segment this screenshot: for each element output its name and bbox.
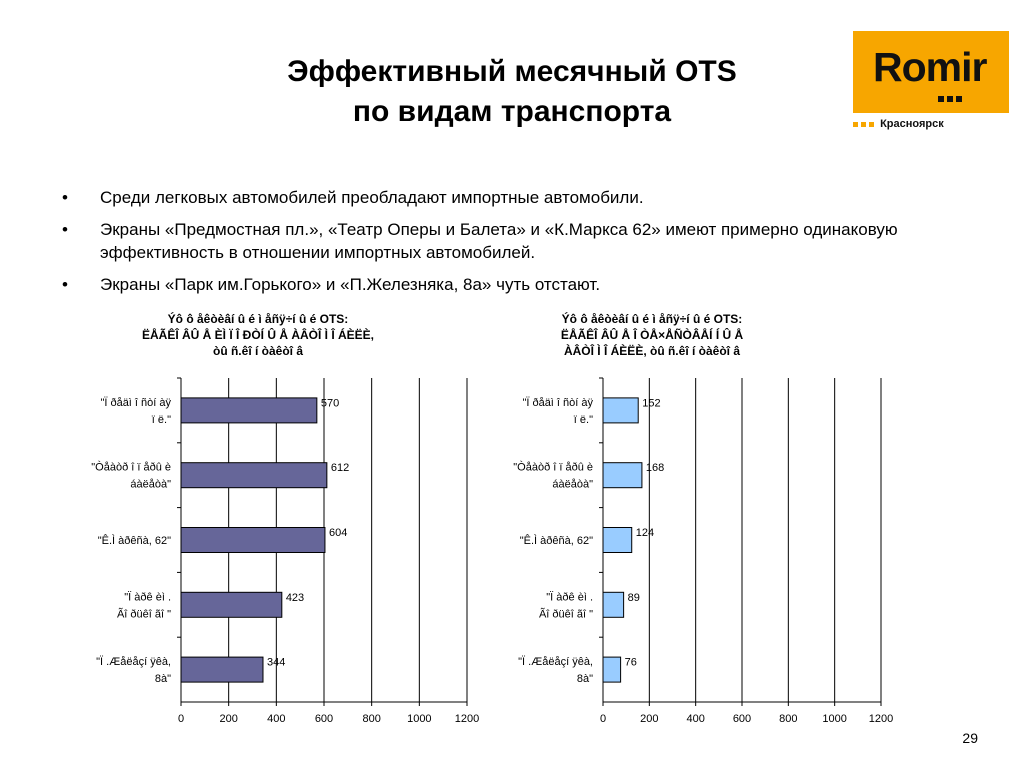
chart2-bar (602, 591, 625, 618)
chart1-x-tick-label: 600 (315, 713, 333, 725)
chart2-value-label: 152 (642, 397, 660, 409)
chart2-category-label: "Òåàòð î ï åðû è (513, 461, 593, 474)
chart1-value-label: 604 (329, 527, 347, 539)
bullet-item: • Среди легковых автомобилей преобладают… (62, 186, 962, 209)
chart1-value-label: 344 (267, 657, 285, 669)
bullet-list: • Среди легковых автомобилей преобладают… (62, 186, 962, 305)
chart2-value-label: 124 (636, 527, 654, 539)
chart1-category-label: 8à" (155, 673, 171, 685)
chart2-x-tick-label: 1200 (869, 713, 893, 725)
chart2-x-tick-label: 800 (779, 713, 797, 725)
chart1-category-label: "Òåàòð î ï åðû è (91, 461, 171, 474)
bullet-text: Экраны «Предмостная пл.», «Театр Оперы и… (100, 220, 898, 262)
chart1-title-line: Ýô ô åêòèâí û é ì åñÿ÷í û é OTS: (168, 311, 349, 326)
bullet-marker: • (62, 220, 68, 239)
bullet-marker: • (62, 275, 68, 294)
chart1-category-label: "Ï .Æåëåçí ÿêà, (96, 656, 171, 668)
chart1-bar (180, 462, 328, 489)
chart2-value-label: 168 (646, 462, 664, 474)
chart2-category-label: Ãî ðüêî ãî " (539, 607, 593, 620)
chart2-x-tick-label: 0 (600, 713, 606, 725)
slide-title-line1: Эффективный месячный OTS (287, 55, 737, 88)
chart2-x-tick-label: 400 (686, 713, 704, 725)
chart2-title-line: ËÅÃÊÎ ÂÛ Å Î ÒÅ×ÅÑÒÂÅÍ Í Û Å (561, 327, 744, 342)
chart2-bar (602, 656, 622, 683)
chart2-x-tick-label: 600 (733, 713, 751, 725)
chart2-category-label: "Ï ðåäì î ñòí àÿ (522, 397, 593, 409)
chart1-x-tick-label: 800 (362, 713, 380, 725)
chart1-value-label: 612 (331, 462, 349, 474)
chart1-category-label: áàëåòà" (130, 479, 171, 491)
chart2-category-label: 8à" (577, 673, 593, 685)
chart2-category-label: "Ï .Æåëåçí ÿêà, (518, 656, 593, 668)
chart1-bar (180, 397, 318, 424)
chart2-value-label: 76 (625, 657, 637, 669)
chart2-category-label: "Ê.Ì àðêñà, 62" (520, 534, 593, 547)
chart2-category-label: áàëåòà" (552, 479, 593, 491)
chart1-value-label: 570 (321, 397, 339, 409)
chart2-bar (602, 462, 643, 489)
chart1-x-tick-label: 0 (178, 713, 184, 725)
bullet-item: • Экраны «Предмостная пл.», «Театр Оперы… (62, 218, 962, 264)
bullet-text: Среди легковых автомобилей преобладают и… (100, 188, 644, 207)
chart1-bar (180, 591, 283, 618)
chart1-category-label: Ãî ðüêî ãî " (117, 607, 171, 620)
bullet-marker: • (62, 188, 68, 207)
chart2-x-tick-label: 200 (640, 713, 658, 725)
chart2-bar (602, 527, 633, 553)
logo-dots (938, 89, 965, 107)
bullet-item: • Экраны «Парк им.Горького» и «П.Железня… (62, 273, 962, 296)
chart2-bar (602, 397, 639, 424)
chart1-bar (180, 527, 326, 553)
page-number: 29 (962, 730, 978, 746)
chart1-bar (180, 656, 264, 683)
slide-title: Эффективный месячный OTS по видам трансп… (150, 52, 874, 132)
chart1-category-label: "Ê.Ì àðêñà, 62" (98, 534, 171, 547)
chart1-title-line: òû ñ.êî í òàêòî â (213, 344, 303, 358)
chart2-title-line: ÀÂÒÎ Ì Î ÁÈËÈ, òû ñ.êî í òàêòî â (564, 343, 740, 358)
logo-city-label: Красноярск (880, 118, 944, 130)
chart1-category-label: ï ë." (152, 414, 171, 426)
chart2-value-label: 89 (628, 592, 640, 604)
chart1-x-tick-label: 400 (267, 713, 285, 725)
bullet-text: Экраны «Парк им.Горького» и «П.Железняка… (100, 275, 601, 294)
chart1-x-tick-label: 1200 (455, 713, 479, 725)
chart1-title-line: ËÅÃÊÎ ÂÛ Å ÈÌ Ï Î ÐÒÍ Û Å ÀÂÒÎ Ì Î ÁÈËÈ, (142, 327, 374, 342)
chart2-category-label: ï ë." (574, 414, 593, 426)
logo-brand: Romir (873, 44, 987, 90)
chart1-category-label: "Ï àðê èì . (124, 591, 171, 603)
chart2-x-tick-label: 1000 (822, 713, 846, 725)
chart1-category-label: "Ï ðåäì î ñòí àÿ (100, 397, 171, 409)
romir-logo: Romir (853, 31, 1009, 113)
logo-city: Красноярск (853, 118, 1013, 130)
chart2-title-line: Ýô ô åêòèâí û é ì åñÿ÷í û é OTS: (562, 311, 743, 326)
slide-title-line2: по видам транспорта (352, 95, 672, 128)
chart2-category-label: "Ï àðê èì . (546, 591, 593, 603)
chart1-x-tick-label: 1000 (407, 713, 431, 725)
chart1-x-tick-label: 200 (219, 713, 237, 725)
chart1-value-label: 423 (286, 592, 304, 604)
